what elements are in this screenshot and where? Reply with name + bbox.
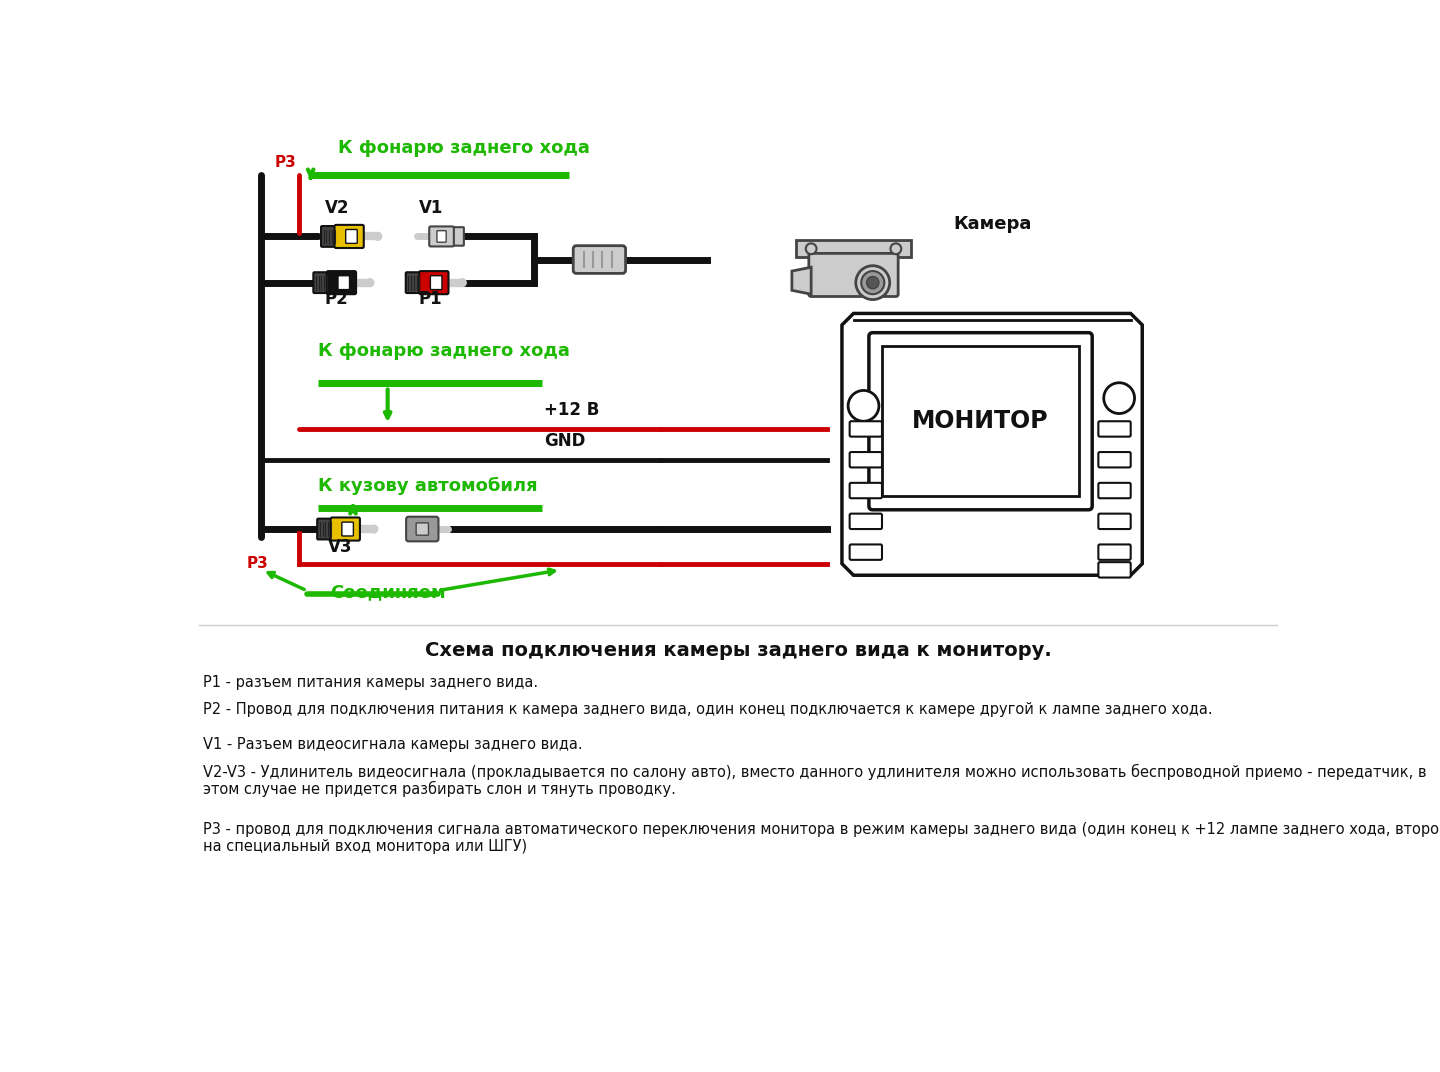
FancyBboxPatch shape [321,226,337,247]
FancyBboxPatch shape [406,517,438,541]
Text: К фонарю заднего хода: К фонарю заднего хода [318,342,570,360]
FancyBboxPatch shape [850,421,881,436]
FancyBboxPatch shape [406,272,422,293]
FancyBboxPatch shape [327,271,356,294]
FancyBboxPatch shape [796,240,912,257]
FancyBboxPatch shape [436,230,446,242]
Circle shape [806,243,816,254]
Text: P3: P3 [275,155,297,170]
Text: V2: V2 [324,199,348,218]
Circle shape [848,390,878,421]
Circle shape [890,243,901,254]
FancyBboxPatch shape [334,225,364,248]
FancyBboxPatch shape [314,272,330,293]
FancyBboxPatch shape [883,346,1079,496]
FancyBboxPatch shape [850,545,881,560]
FancyBboxPatch shape [850,513,881,530]
Text: Р2 - Провод для подключения питания к камера заднего вида, один конец подключает: Р2 - Провод для подключения питания к ка… [203,702,1212,717]
FancyBboxPatch shape [1099,452,1130,467]
Text: P1: P1 [419,291,442,309]
Circle shape [855,266,890,299]
Circle shape [1103,383,1135,414]
FancyBboxPatch shape [1099,545,1130,560]
FancyBboxPatch shape [317,519,334,539]
Text: на специальный вход монитора или ШГУ): на специальный вход монитора или ШГУ) [203,838,527,853]
Text: P3: P3 [246,555,268,570]
Text: Схема подключения камеры заднего вида к монитору.: Схема подключения камеры заднего вида к … [425,641,1051,659]
FancyBboxPatch shape [341,522,353,536]
Text: V1 - Разъем видеосигнала камеры заднего вида.: V1 - Разъем видеосигнала камеры заднего … [203,736,582,751]
FancyBboxPatch shape [431,276,442,289]
FancyBboxPatch shape [419,271,448,294]
FancyBboxPatch shape [868,332,1092,510]
FancyBboxPatch shape [1099,513,1130,530]
Polygon shape [792,267,811,294]
Circle shape [867,277,878,288]
FancyBboxPatch shape [850,452,881,467]
Circle shape [458,279,467,286]
Text: GND: GND [544,432,585,450]
Text: V1: V1 [419,199,444,218]
FancyBboxPatch shape [346,229,357,243]
FancyBboxPatch shape [338,276,350,289]
FancyBboxPatch shape [850,482,881,498]
FancyBboxPatch shape [429,226,454,247]
Text: К кузову автомобиля: К кузову автомобиля [318,476,539,494]
Text: P2: P2 [324,291,348,309]
Circle shape [374,233,382,240]
Polygon shape [842,313,1142,576]
Circle shape [861,271,884,294]
Text: этом случае не придется разбирать слон и тянуть проводку.: этом случае не придется разбирать слон и… [203,780,675,796]
Text: Р1 - разъем питания камеры заднего вида.: Р1 - разъем питания камеры заднего вида. [203,675,539,690]
FancyBboxPatch shape [452,227,464,245]
FancyBboxPatch shape [573,245,625,273]
Text: V2-V3 - Удлинитель видеосигнала (прокладывается по салону авто), вместо данного : V2-V3 - Удлинитель видеосигнала (проклад… [203,764,1427,780]
FancyBboxPatch shape [1099,562,1130,578]
Text: МОНИТОР: МОНИТОР [912,410,1048,433]
FancyBboxPatch shape [331,518,360,540]
Text: Соединяем: Соединяем [330,583,445,600]
Circle shape [370,525,377,533]
Circle shape [366,279,374,286]
FancyBboxPatch shape [416,523,429,535]
Text: Р3 - провод для подключения сигнала автоматического переключения монитора в режи: Р3 - провод для подключения сигнала авто… [203,821,1440,836]
Text: Камера: Камера [953,214,1032,233]
Text: +12 В: +12 В [544,401,599,419]
FancyBboxPatch shape [809,253,899,297]
FancyBboxPatch shape [1099,421,1130,436]
Text: К фонарю заднего хода: К фонарю заднего хода [337,139,589,158]
Text: V3: V3 [327,538,353,556]
FancyBboxPatch shape [1099,482,1130,498]
